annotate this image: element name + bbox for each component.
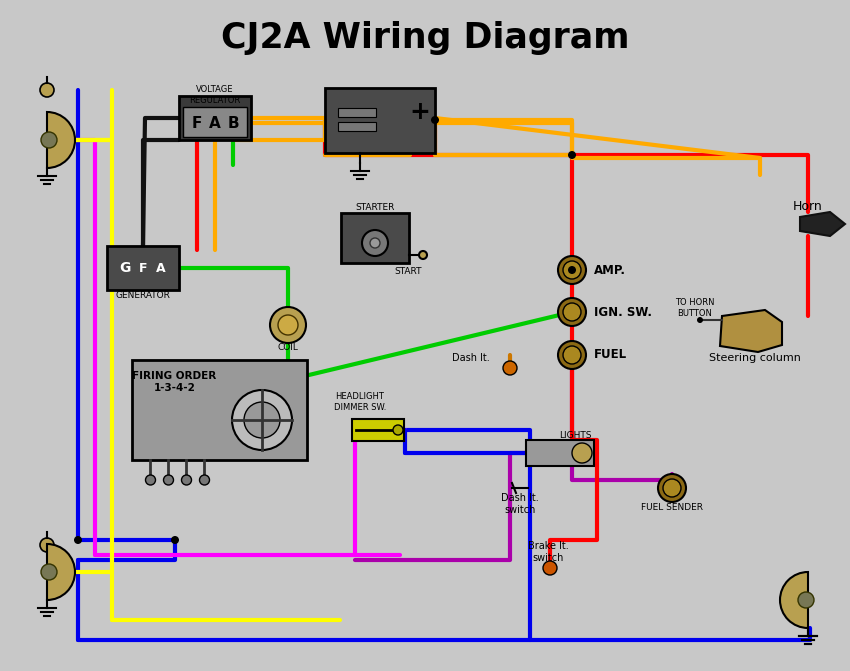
- Bar: [325, 87, 435, 152]
- Circle shape: [270, 307, 306, 343]
- Wedge shape: [780, 572, 808, 628]
- Wedge shape: [47, 544, 75, 600]
- Text: F: F: [192, 115, 202, 130]
- Circle shape: [40, 83, 54, 97]
- Circle shape: [798, 592, 814, 608]
- Bar: [133, 360, 308, 460]
- Circle shape: [182, 475, 191, 485]
- Circle shape: [431, 116, 439, 124]
- Text: F: F: [139, 262, 147, 274]
- Circle shape: [558, 298, 586, 326]
- Text: FIRING ORDER
1-3-4-2: FIRING ORDER 1-3-4-2: [133, 371, 217, 393]
- Circle shape: [370, 238, 380, 248]
- Text: G: G: [119, 261, 131, 275]
- Wedge shape: [47, 112, 75, 168]
- Circle shape: [74, 536, 82, 544]
- Text: CJ2A Wiring Diagram: CJ2A Wiring Diagram: [221, 21, 629, 55]
- Circle shape: [503, 361, 517, 375]
- Circle shape: [419, 251, 427, 259]
- Text: FUEL: FUEL: [594, 348, 627, 362]
- Text: Dash lt.
switch: Dash lt. switch: [502, 493, 539, 515]
- Circle shape: [232, 390, 292, 450]
- Text: HEADLIGHT
DIMMER SW.: HEADLIGHT DIMMER SW.: [334, 393, 386, 412]
- Bar: [341, 213, 409, 263]
- Text: IGN. SW.: IGN. SW.: [594, 305, 652, 319]
- Circle shape: [563, 346, 581, 364]
- Circle shape: [362, 230, 388, 256]
- Bar: [352, 419, 404, 441]
- Circle shape: [40, 538, 54, 552]
- Circle shape: [558, 256, 586, 284]
- Circle shape: [41, 564, 57, 580]
- Text: Dash lt.: Dash lt.: [452, 353, 490, 363]
- Bar: [338, 108, 376, 117]
- Bar: [107, 246, 179, 290]
- Circle shape: [200, 475, 209, 485]
- Text: Horn: Horn: [793, 201, 823, 213]
- Circle shape: [41, 132, 57, 148]
- Circle shape: [563, 261, 581, 279]
- Text: AMP.: AMP.: [594, 264, 626, 276]
- Circle shape: [278, 315, 298, 335]
- Polygon shape: [720, 310, 782, 352]
- Text: VOLTAGE
REGULATOR: VOLTAGE REGULATOR: [190, 85, 241, 105]
- Text: LIGHTS: LIGHTS: [558, 431, 592, 440]
- Bar: [338, 122, 376, 131]
- Circle shape: [572, 443, 592, 463]
- Bar: [183, 107, 247, 137]
- Circle shape: [163, 475, 173, 485]
- Circle shape: [663, 479, 681, 497]
- Text: Steering column: Steering column: [709, 353, 801, 363]
- Circle shape: [563, 303, 581, 321]
- Text: A: A: [156, 262, 166, 274]
- Bar: [526, 440, 594, 466]
- Text: B: B: [227, 115, 239, 130]
- Bar: [179, 96, 251, 140]
- Circle shape: [568, 151, 576, 159]
- Circle shape: [543, 561, 557, 575]
- Polygon shape: [800, 212, 845, 236]
- Circle shape: [393, 425, 403, 435]
- Circle shape: [568, 266, 576, 274]
- Text: A: A: [209, 115, 221, 130]
- Circle shape: [697, 317, 703, 323]
- Circle shape: [558, 341, 586, 369]
- Circle shape: [244, 402, 280, 438]
- Text: Brake lt.
switch: Brake lt. switch: [528, 541, 569, 563]
- Text: GENERATOR: GENERATOR: [116, 291, 171, 301]
- Circle shape: [171, 536, 179, 544]
- Text: STARTER: STARTER: [355, 203, 394, 211]
- Circle shape: [145, 475, 156, 485]
- Text: +: +: [410, 100, 430, 124]
- Text: COIL: COIL: [278, 344, 298, 352]
- Text: FUEL SENDER: FUEL SENDER: [641, 503, 703, 513]
- Circle shape: [658, 474, 686, 502]
- Text: START: START: [394, 268, 422, 276]
- Text: TO HORN
BUTTON: TO HORN BUTTON: [675, 299, 715, 317]
